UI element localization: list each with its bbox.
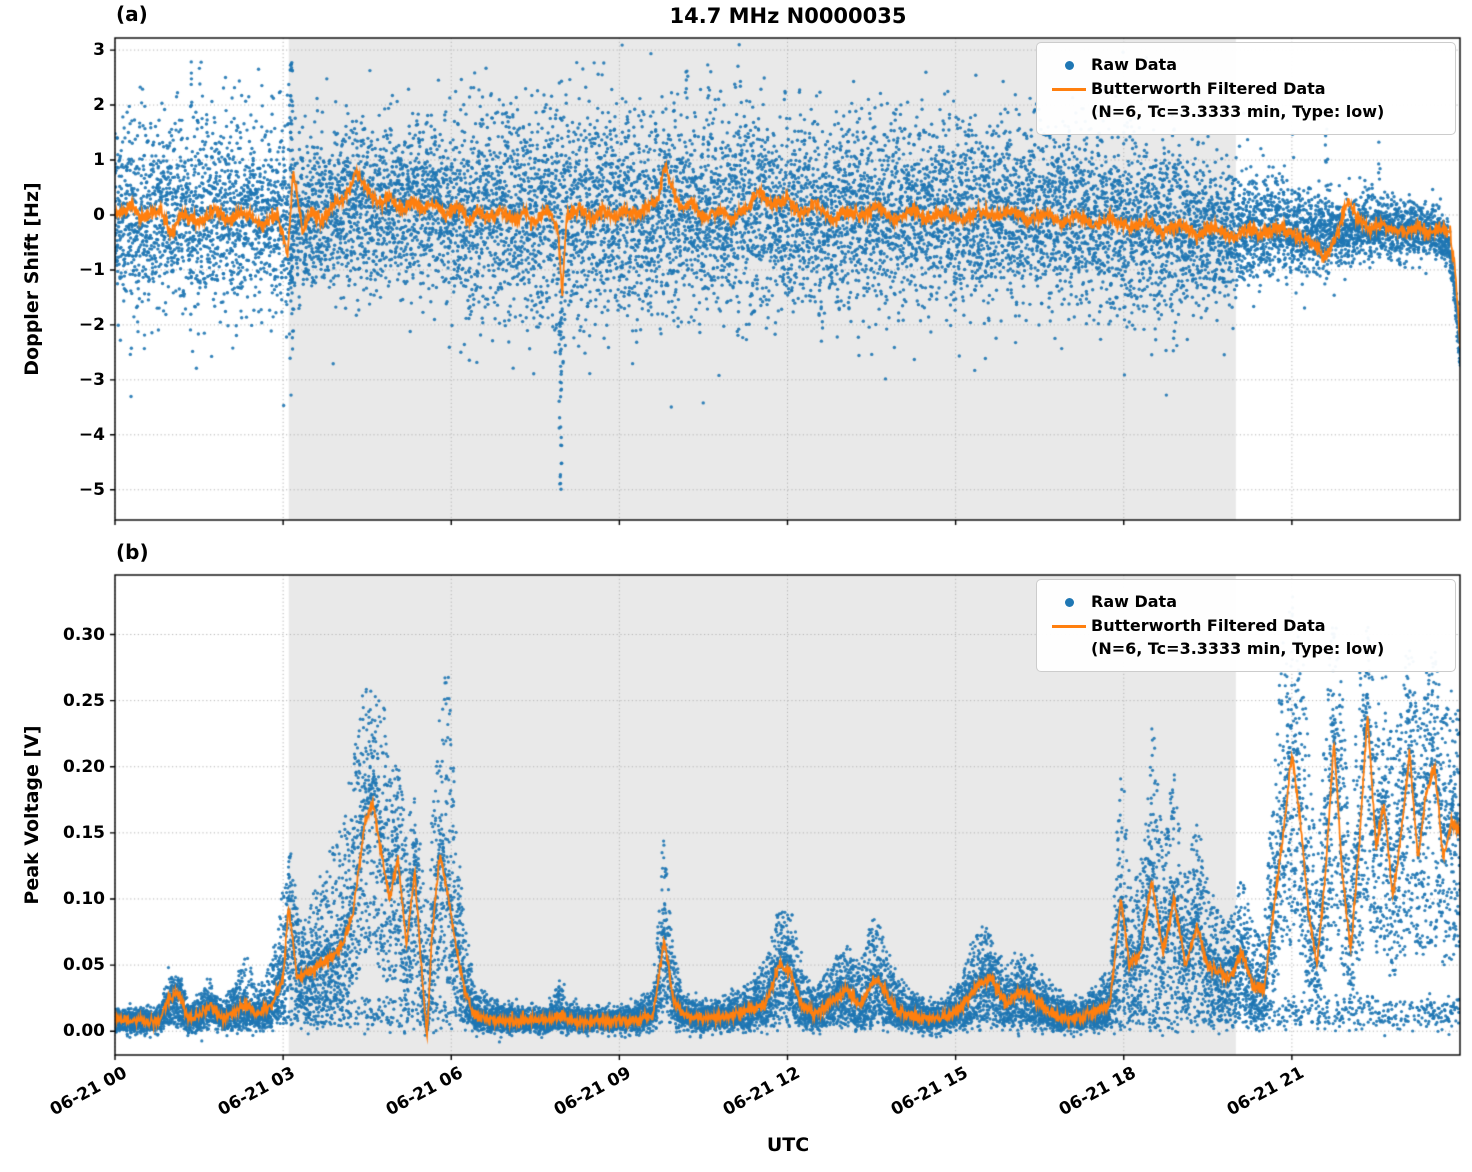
legend-raw-row: Raw Data <box>1047 54 1443 76</box>
y-tick-label: 0.00 <box>63 1021 105 1042</box>
legend-raw-label: Raw Data <box>1091 592 1177 611</box>
legend-raw-label: Raw Data <box>1091 55 1177 74</box>
y-tick-label: 3 <box>93 40 105 61</box>
legend-filtered-sublabel: (N=6, Tc=3.3333 min, Type: low) <box>1091 638 1385 658</box>
panel-a-label: (a) <box>116 2 148 26</box>
filtered-line-marker-icon <box>1047 78 1091 100</box>
y-tick-label: −2 <box>78 314 105 335</box>
legend-filtered-sublabel: (N=6, Tc=3.3333 min, Type: low) <box>1091 101 1385 121</box>
y-axis-label-doppler: Doppler Shift [Hz] <box>21 182 43 376</box>
legend-filtered-label: Butterworth Filtered Data <box>1091 79 1326 99</box>
y-tick-label: 0.05 <box>63 955 105 976</box>
y-tick-label: 0.30 <box>63 624 105 645</box>
y-tick-label: 0.20 <box>63 756 105 777</box>
y-tick-label: 1 <box>93 150 105 170</box>
y-tick-label: −4 <box>78 424 105 445</box>
legend-filtered-row: Butterworth Filtered Data (N=6, Tc=3.333… <box>1047 78 1443 123</box>
legend-panel-a: Raw Data Butterworth Filtered Data (N=6,… <box>1036 42 1456 136</box>
y-tick-label: 0.15 <box>63 822 105 843</box>
raw-data-marker-icon <box>1047 54 1091 76</box>
panel-b-label: (b) <box>116 540 149 564</box>
y-tick-label: 0.10 <box>63 888 105 909</box>
legend-filtered-row: Butterworth Filtered Data (N=6, Tc=3.333… <box>1047 615 1443 660</box>
y-tick-label: 2 <box>93 95 105 116</box>
y-tick-label: −5 <box>78 479 105 500</box>
legend-raw-row: Raw Data <box>1047 591 1443 613</box>
legend-panel-b: Raw Data Butterworth Filtered Data (N=6,… <box>1036 579 1456 673</box>
raw-data-marker-icon <box>1047 591 1091 613</box>
y-tick-label: −3 <box>78 369 105 390</box>
y-tick-label: 0.25 <box>63 690 105 711</box>
x-axis-label: UTC <box>766 1134 810 1156</box>
y-tick-label: −1 <box>78 259 105 280</box>
legend-filtered-label: Butterworth Filtered Data <box>1091 616 1326 636</box>
figure-title: 14.7 MHz N0000035 <box>669 4 907 28</box>
y-axis-label-voltage: Peak Voltage [V] <box>21 725 43 905</box>
filtered-line-marker-icon <box>1047 615 1091 637</box>
y-tick-label: 0 <box>93 204 105 225</box>
